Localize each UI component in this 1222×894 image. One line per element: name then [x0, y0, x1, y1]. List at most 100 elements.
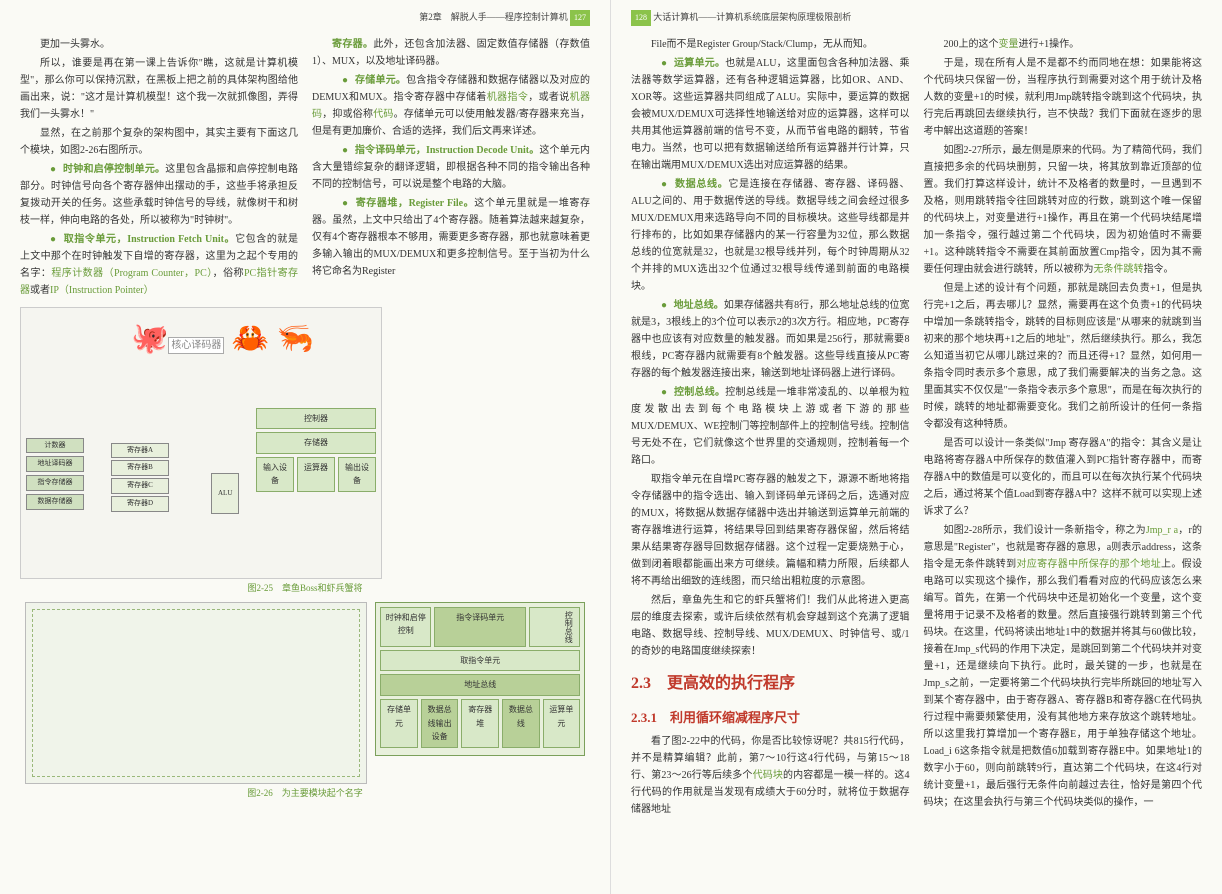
block-fetch: 取指令单元 — [380, 650, 580, 672]
text: 它是连接在存储器、寄存器、译码器、ALU之间的、用于数据传送的导线。数据导线之间… — [631, 179, 910, 292]
term: 机器指令 — [487, 92, 528, 103]
term: 寄存器。 — [332, 39, 373, 50]
term: 寄存器堆，Register File。 — [356, 198, 475, 209]
left-page-col2: 寄存器。此外，还包含加法器、固定数值存储器（存数值1）、MUX，以及地址译码器。… — [312, 36, 590, 301]
bullet-paragraph: 取指令单元，Instruction Fetch Unit。它包含的就是上文中那个… — [20, 231, 298, 299]
register-d: 寄存器D — [111, 496, 169, 512]
paragraph: 但是上述的设计有个问题，那就是跳回去负责+1，但是执行完+1之后，再去哪儿？显然… — [924, 280, 1203, 433]
term: 数据总线。 — [675, 179, 728, 190]
bullet-paragraph: 寄存器堆，Register File。这个单元里就是一堆寄存器。虽然，上文中只给… — [312, 195, 590, 280]
paragraph: 显然，在之前那个复杂的架构图中，其实主要有下面这几个模块，如图2-26右图所示。 — [20, 125, 298, 159]
bullet-paragraph: 数据总线。它是连接在存储器、寄存器、译码器、ALU之间的、用于数据传送的导线。数… — [631, 176, 910, 295]
page-number-left: 127 — [570, 10, 590, 26]
term: 存储单元。 — [355, 75, 406, 86]
term: 取指令单元，Instruction Fetch Unit。 — [64, 234, 235, 245]
paragraph: 取指令单元在自增PC寄存器的触发之下，源源不断地将指令存储器中的指令选出、输入到… — [631, 471, 910, 590]
paragraph: File而不是Register Group/Stack/Clump，无从而知。 — [631, 36, 910, 53]
text: 如图2-28所示，我们设计一条新指令，称之为 — [944, 525, 1146, 536]
bullet-paragraph: 存储单元。包含指令存储器和数据存储器以及对应的DEMUX和MUX。指令寄存器中存… — [312, 72, 590, 140]
text: ，抑或俗称 — [322, 109, 373, 120]
paragraph: 然后，章鱼先生和它的虾兵蟹将们！我们从此将进入更高层的维度去探索，或许后续依然有… — [631, 592, 910, 660]
alu-block: ALU — [211, 473, 239, 515]
text: ，或者说 — [528, 92, 569, 103]
figure-2-26: 时钟和启停控制 指令译码单元 控制总线 取指令单元 地址总线 存储单元 数据 — [20, 602, 590, 801]
term: 代码块 — [753, 770, 783, 781]
term: 对应寄存器中所保存的那个地址 — [1016, 559, 1161, 570]
paragraph: 如图2-27所示，最左侧是原来的代码。为了精简代码，我们直接把多余的代码块删剪，… — [924, 142, 1203, 278]
term: 运算单元。 — [674, 58, 725, 69]
register-c: 寄存器C — [111, 478, 169, 494]
term: Jmp_r a — [1146, 525, 1178, 536]
page-number-right: 128 — [631, 10, 651, 26]
block-decode: 指令译码单元 — [434, 607, 526, 647]
section-2-3-title: 2.3 更高效的执行程序 — [631, 670, 910, 697]
block-addrbus: 地址总线 — [380, 674, 580, 696]
paragraph: 看了图2-22中的代码，你是否比较惊讶呢？共815行代码，并不是精算编辑？此前，… — [631, 733, 910, 818]
text: 指令。 — [1144, 264, 1174, 275]
term: 变量 — [999, 39, 1019, 50]
diagram-blocks: 时钟和启停控制 指令译码单元 控制总线 取指令单元 地址总线 存储单元 数据 — [375, 602, 585, 756]
book-title: 大话计算机——计算机系统底层架构原理极限剖析 — [653, 12, 851, 22]
block-instr-store: 指令存储器 — [26, 475, 84, 491]
figure-caption: 图2-26 为主要模块起个名字 — [20, 786, 590, 801]
paragraph: 是否可以设计一条类似"Jmp 寄存器A"的指令：其含义是让电路将寄存器A中所保存… — [924, 435, 1203, 520]
controller: 控制器 — [256, 408, 376, 430]
bullet-paragraph: 控制总线。控制总线是一堆非常凌乱的、以单根为粒度发散出去到每个电路模块上游或者下… — [631, 384, 910, 469]
paragraph: 更加一头雾水。 — [20, 36, 298, 53]
block-ctrlbus: 控制总线 — [529, 607, 580, 647]
bullet-paragraph: 地址总线。如果存储器共有8行，那么地址总线的位宽就是3，3根线上的3个位可以表示… — [631, 297, 910, 382]
register-a: 寄存器A — [111, 443, 169, 459]
bullet-paragraph: 时钟和启停控制单元。这里包含晶振和启停控制电路部分。时钟信号向各个寄存器伸出摆动… — [20, 161, 298, 229]
text: 进行+1操作。 — [1019, 39, 1080, 50]
paragraph: 于是，现在所有人是不是都不约而同地在想：如果能将这个代码块只保留一份，当程序执行… — [924, 55, 1203, 140]
term: 地址总线。 — [674, 300, 724, 311]
figure-2-25: 🐙核心译码器 🦀 🦐 计数器 地址译码器 指令存储器 数据存储器 寄存器A 寄存… — [20, 307, 590, 596]
text: 200上的这个 — [944, 39, 999, 50]
term-pc: 程序计数器（Program Counter，PC） — [51, 268, 212, 279]
bullet-paragraph: 运算单元。也就是ALU，这里面包含各种加法器、乘法器等数学运算器，还有各种逻辑运… — [631, 55, 910, 174]
term: 指令译码单元，Instruction Decode Unit。 — [355, 145, 540, 156]
text: 控制总线是一堆非常凌乱的、以单根为粒度发散出去到每个电路模块上游或者下游的那些M… — [631, 387, 910, 466]
octopus-icon: 🐙核心译码器 🦀 🦐 — [131, 313, 314, 364]
block-calc: 运算单元 — [543, 699, 581, 748]
register-b: 寄存器B — [111, 460, 169, 476]
block-storage: 存储单元 — [380, 699, 418, 748]
chapter-title: 第2章 解脱人手——程序控制计算机 — [419, 12, 568, 22]
page-header-right: 128 大话计算机——计算机系统底层架构原理极限剖析 — [631, 10, 1202, 26]
block-databus: 数据总线 — [502, 699, 540, 748]
text: ，俗称 — [213, 268, 244, 279]
text: 上。假设电路可以实现这个操作，那么我们看看对应的代码应该怎么来编写。首先，在第一… — [924, 559, 1203, 808]
block-clock: 时钟和启停控制 — [380, 607, 431, 647]
text: 如图2-27所示，最左侧是原来的代码。为了精简代码，我们直接把多余的代码块删剪，… — [924, 145, 1203, 275]
diagram-wiring — [25, 602, 367, 784]
text: 这个单元里就是一堆寄存器。虽然，上文中只给出了4个寄存器。随着算法越来越复杂，仅… — [312, 198, 590, 277]
right-page-col2: 200上的这个变量进行+1操作。 于是，现在所有人是不是都不约而同地在想：如果能… — [924, 36, 1203, 820]
text: 也就是ALU，这里面包含各种加法器、乘法器等数学运算器，还有各种逻辑运算器，比如… — [631, 58, 910, 171]
paragraph: 寄存器。此外，还包含加法器、固定数值存储器（存数值1）、MUX，以及地址译码器。 — [312, 36, 590, 70]
paragraph: 所以，谁要是再在第一课上告诉你"瞧，这就是计算机模型"，那么你可以保持沉默，在黑… — [20, 55, 298, 123]
term: 时钟和启停控制单元。 — [63, 164, 165, 175]
term-ip2: IP（Instruction Pointer） — [50, 285, 154, 296]
right-page-col1: File而不是Register Group/Stack/Clump，无从而知。 … — [631, 36, 910, 820]
figure-caption: 图2-25 章鱼Boss和虾兵蟹将 — [20, 581, 590, 596]
storage: 存储器 — [256, 432, 376, 454]
block-addr-decoder: 地址译码器 — [26, 456, 84, 472]
page-header-left: 第2章 解脱人手——程序控制计算机 127 — [20, 10, 590, 26]
block-databus-in: 数据总线输出设备 — [421, 699, 459, 748]
text: 如果存储器共有8行，那么地址总线的位宽就是3，3根线上的3个位可以表示2的3次方… — [631, 300, 910, 379]
paragraph: 200上的这个变量进行+1操作。 — [924, 36, 1203, 53]
block-counter: 计数器 — [26, 438, 84, 454]
term: 代码 — [373, 109, 393, 120]
term: 控制总线。 — [674, 387, 725, 398]
text: 或者 — [30, 285, 50, 296]
term: 无条件跳转 — [1094, 264, 1144, 275]
input-device: 输入设备 — [256, 457, 294, 492]
block-data-store: 数据存储器 — [26, 494, 84, 510]
output-device: 输出设备 — [338, 457, 376, 492]
calculator: 运算器 — [297, 457, 335, 492]
block-regfile: 寄存器堆 — [461, 699, 499, 748]
bullet-paragraph: 指令译码单元，Instruction Decode Unit。这个单元内含大量错… — [312, 142, 590, 193]
left-page-col1: 更加一头雾水。 所以，谁要是再在第一课上告诉你"瞧，这就是计算机模型"，那么你可… — [20, 36, 298, 301]
section-2-3-1-title: 2.3.1 利用循环缩减程序尺寸 — [631, 707, 910, 729]
paragraph: 如图2-28所示，我们设计一条新指令，称之为Jmp_r a，r的意思是"Regi… — [924, 522, 1203, 811]
